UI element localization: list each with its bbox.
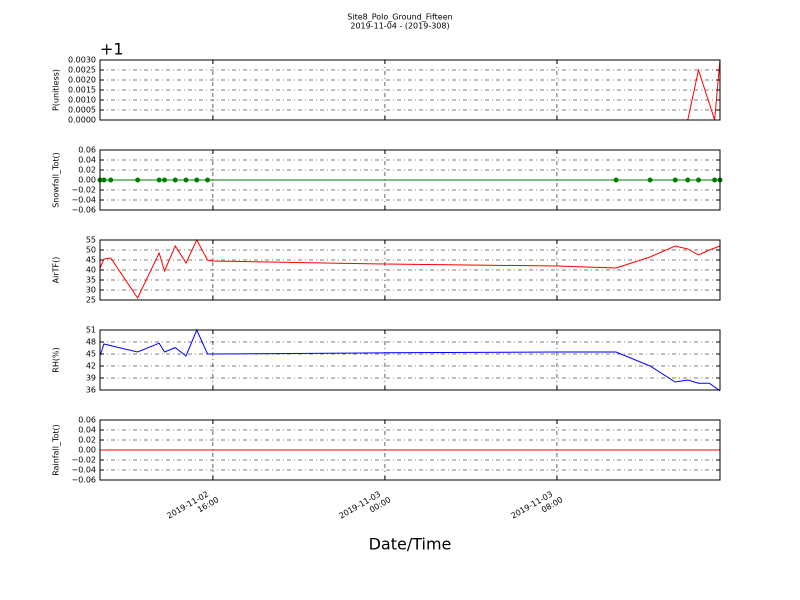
data-point [172,177,178,183]
y-tick-label: 0.00 [78,446,96,455]
y-tick-label: 0.06 [78,416,96,425]
y-tick-label: 0.0020 [68,76,96,85]
y-tick-label: 25 [86,296,96,305]
chart-subtitle: 2019-11-04 - (2019-308) [350,22,449,31]
y-tick-label: 36 [86,386,96,395]
y-axis-label: P(unitless) [52,69,61,111]
y-tick-label: 0.0015 [68,86,96,95]
y-tick-label: 45 [86,256,96,265]
y-tick-label: 0.0000 [68,116,96,125]
y-tick-label: 51 [86,326,96,335]
data-point [647,177,653,183]
data-point [156,177,162,183]
data-point [162,177,168,183]
y-axis-label: RH(%) [52,347,61,372]
y-tick-label: 42 [86,362,96,371]
x-axis-label: Date/Time [369,535,452,554]
y-axis-label: AirTF() [52,257,61,284]
y-tick-label: −0.04 [71,466,96,475]
y-tick-label: −0.06 [71,206,96,215]
y-tick-label: 0.0010 [68,96,96,105]
y-tick-label: 0.0005 [68,106,96,115]
data-point [695,177,701,183]
offset-text: +1 [100,40,124,59]
plot-frame [99,149,721,211]
data-point [135,177,141,183]
y-tick-label: 0.0030 [68,56,96,65]
y-tick-label: 48 [86,338,96,347]
y-axis-label: Snowfall_Tot() [52,152,61,208]
data-point [712,177,718,183]
y-tick-label: 0.02 [78,436,96,445]
data-point [205,177,211,183]
y-tick-label: −0.06 [71,476,96,485]
chart-title: Site8_Polo_Ground_Fifteen [347,13,452,22]
y-tick-label: −0.04 [71,196,96,205]
data-point [613,177,619,183]
data-point [685,177,691,183]
data-line [99,238,721,300]
y-tick-label: 0.04 [78,156,96,165]
plot-frame [99,59,721,121]
y-tick-label: 0.00 [78,176,96,185]
y-tick-label: 40 [86,266,96,275]
y-tick-label: 39 [86,374,96,383]
y-tick-label: 55 [86,236,96,245]
plot-frame [99,329,721,391]
plot-frame [99,239,721,301]
data-line [99,328,721,392]
data-point [194,177,200,183]
y-tick-label: 30 [86,286,96,295]
plot-frame [99,419,721,481]
y-tick-label: 45 [86,350,96,359]
y-tick-label: 50 [86,246,96,255]
data-point [183,177,189,183]
data-point [672,177,678,183]
y-tick-label: 0.0025 [68,66,96,75]
y-tick-label: 0.06 [78,146,96,155]
y-tick-label: 0.04 [78,426,96,435]
data-point [101,177,107,183]
y-tick-label: −0.02 [71,456,96,465]
data-point [108,177,114,183]
y-tick-label: 0.02 [78,166,96,175]
y-axis-label: Rainfall_Tot() [52,424,61,476]
y-tick-label: 35 [86,276,96,285]
y-tick-label: −0.02 [71,186,96,195]
